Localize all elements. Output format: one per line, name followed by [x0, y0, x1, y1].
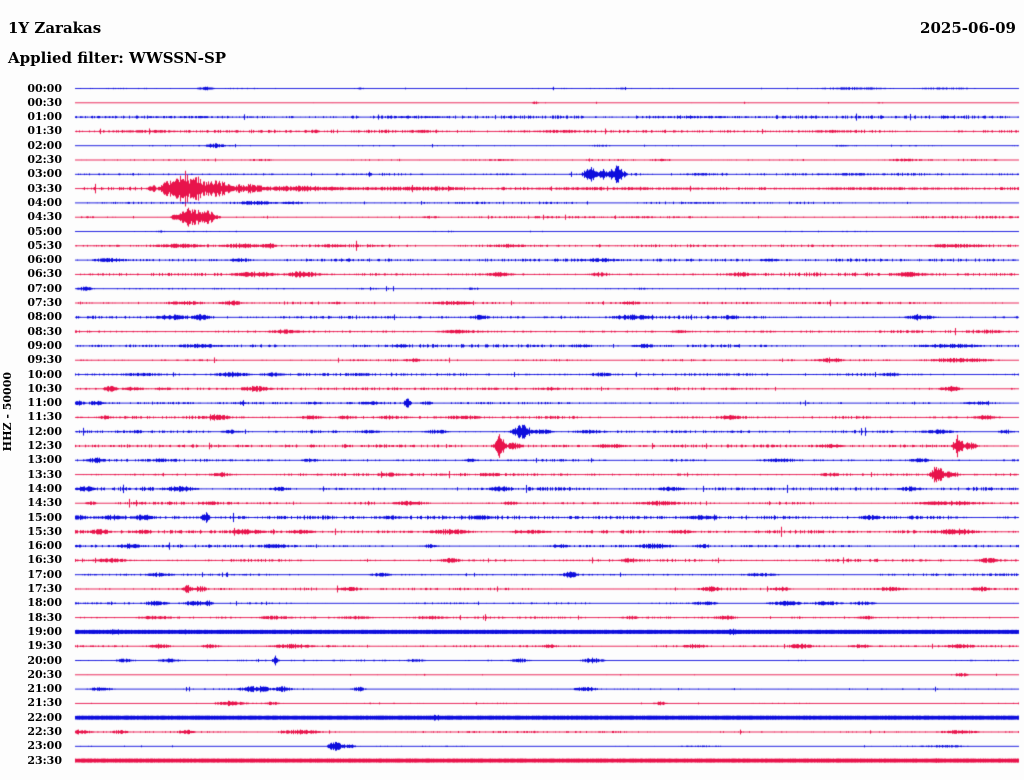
time-label-1530: 15:30	[27, 524, 62, 538]
time-label-1430: 14:30	[27, 496, 62, 510]
time-label-0130: 01:30	[27, 124, 62, 138]
time-label-1030: 10:30	[27, 381, 62, 395]
time-label-1600: 16:00	[27, 539, 62, 553]
time-label-1930: 19:30	[27, 639, 62, 653]
time-label-2000: 20:00	[27, 653, 62, 667]
time-label-1400: 14:00	[27, 481, 62, 495]
time-label-1200: 12:00	[27, 424, 62, 438]
time-label-2230: 22:30	[27, 725, 62, 738]
time-label-0430: 04:30	[27, 210, 62, 224]
time-label-0500: 05:00	[27, 224, 62, 238]
time-label-0300: 03:00	[27, 167, 62, 181]
time-label-1900: 19:00	[27, 624, 62, 638]
time-label-0230: 02:30	[27, 153, 62, 166]
time-label-2130: 21:30	[27, 696, 62, 710]
time-label-1630: 16:30	[27, 553, 62, 567]
time-label-1100: 11:00	[27, 396, 62, 410]
time-label-0200: 02:00	[27, 138, 62, 152]
time-label-2100: 21:00	[27, 682, 62, 696]
time-label-1130: 11:30	[27, 410, 62, 424]
time-label-0730: 07:30	[27, 296, 62, 309]
time-label-1230: 12:30	[27, 439, 62, 452]
time-label-0800: 08:00	[27, 310, 62, 324]
time-label-1000: 10:00	[27, 367, 62, 381]
time-label-0630: 06:30	[27, 267, 62, 281]
time-label-1700: 17:00	[27, 567, 62, 581]
time-label-1500: 15:00	[27, 510, 62, 524]
time-label-0030: 00:30	[27, 95, 62, 109]
time-label-0700: 07:00	[27, 281, 62, 295]
time-label-0530: 05:30	[27, 238, 62, 252]
time-label-2030: 20:30	[27, 667, 62, 681]
time-label-0830: 08:30	[27, 324, 62, 338]
time-label-0330: 03:30	[27, 181, 62, 195]
time-label-0930: 09:30	[27, 353, 62, 367]
time-label-1800: 18:00	[27, 596, 62, 610]
time-label-1300: 13:00	[27, 453, 62, 467]
time-label-0600: 06:00	[27, 253, 62, 267]
time-label-2200: 22:00	[27, 710, 62, 724]
time-label-1830: 18:30	[27, 610, 62, 624]
time-label-0000: 00:00	[27, 81, 62, 95]
time-label-1730: 17:30	[27, 582, 62, 595]
time-label-0900: 09:00	[27, 338, 62, 352]
time-label-2330: 23:30	[27, 753, 62, 767]
time-label-0100: 01:00	[27, 110, 62, 124]
time-label-1330: 13:30	[27, 467, 62, 481]
time-label-2300: 23:00	[27, 739, 62, 753]
time-label-0400: 04:00	[27, 195, 62, 209]
